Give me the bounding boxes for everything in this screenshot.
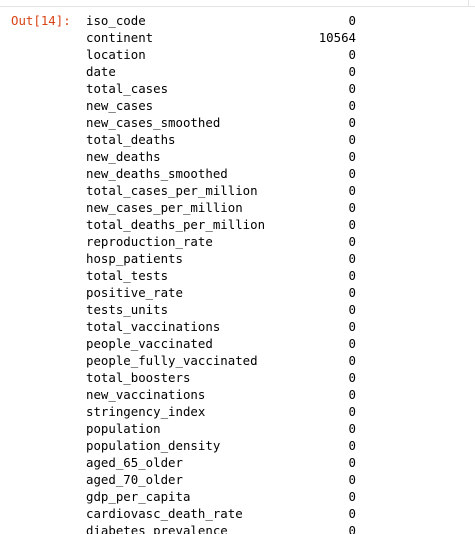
row-label: new_cases (86, 98, 154, 113)
row-label: aged_70_older (86, 472, 183, 487)
row-label: tests_units (86, 302, 169, 317)
row-value: 0 (348, 200, 356, 215)
row-value: 0 (348, 370, 356, 385)
row-value: 0 (348, 285, 356, 300)
row-value: 0 (348, 523, 356, 534)
series-row: new_cases 0 (86, 97, 356, 114)
row-value: 0 (348, 251, 356, 266)
row-label: total_cases (86, 81, 169, 96)
row-label: total_vaccinations (86, 319, 221, 334)
row-value: 0 (348, 421, 356, 436)
row-label: population_density (86, 438, 221, 453)
series-row: population 0 (86, 420, 356, 437)
row-value: 0 (348, 387, 356, 402)
row-value: 0 (348, 149, 356, 164)
row-label: new_deaths_smoothed (86, 166, 228, 181)
series-row: total_cases 0 (86, 80, 356, 97)
row-value: 0 (348, 268, 356, 283)
row-value: 0 (348, 353, 356, 368)
series-row: new_cases_per_million 0 (86, 199, 356, 216)
series-row: people_fully_vaccinated 0 (86, 352, 356, 369)
row-value: 0 (348, 81, 356, 96)
series-row: total_deaths 0 (86, 131, 356, 148)
row-value: 10564 (318, 30, 356, 45)
row-label: diabetes_prevalence (86, 523, 228, 534)
row-label: stringency_index (86, 404, 206, 419)
row-label: location (86, 47, 146, 62)
row-label: new_cases_per_million (86, 200, 243, 215)
row-value: 0 (348, 319, 356, 334)
row-value: 0 (348, 506, 356, 521)
series-row: tests_units 0 (86, 301, 356, 318)
series-row: population_density 0 (86, 437, 356, 454)
row-label: total_cases_per_million (86, 183, 258, 198)
series-row: new_vaccinations 0 (86, 386, 356, 403)
row-value: 0 (348, 115, 356, 130)
row-value: 0 (348, 489, 356, 504)
row-label: people_fully_vaccinated (86, 353, 258, 368)
row-value: 0 (348, 166, 356, 181)
series-row: hosp_patients 0 (86, 250, 356, 267)
row-value: 0 (348, 438, 356, 453)
series-row: new_deaths 0 (86, 148, 356, 165)
row-label: new_deaths (86, 149, 161, 164)
row-value: 0 (348, 132, 356, 147)
row-label: date (86, 64, 116, 79)
series-output: iso_code 0 continent 10564 location 0 date 0 tot… (86, 12, 356, 534)
output-prompt: Out[14]: (11, 13, 71, 28)
series-row: total_cases_per_million 0 (86, 182, 356, 199)
row-label: people_vaccinated (86, 336, 213, 351)
row-value: 0 (348, 336, 356, 351)
series-row: new_cases_smoothed 0 (86, 114, 356, 131)
row-value: 0 (348, 183, 356, 198)
series-row: total_tests 0 (86, 267, 356, 284)
series-row: location 0 (86, 46, 356, 63)
row-label: aged_65_older (86, 455, 183, 470)
row-label: new_cases_smoothed (86, 115, 221, 130)
series-row: stringency_index 0 (86, 403, 356, 420)
series-row: continent 10564 (86, 29, 356, 46)
cell-top-border (0, 0, 475, 7)
row-label: cardiovasc_death_rate (86, 506, 243, 521)
row-value: 0 (348, 472, 356, 487)
series-row: aged_70_older 0 (86, 471, 356, 488)
row-label: reproduction_rate (86, 234, 213, 249)
row-label: gdp_per_capita (86, 489, 191, 504)
row-value: 0 (348, 217, 356, 232)
series-row: iso_code 0 (86, 12, 356, 29)
row-label: total_tests (86, 268, 169, 283)
series-row: cardiovasc_death_rate 0 (86, 505, 356, 522)
row-value: 0 (348, 455, 356, 470)
row-value: 0 (348, 13, 356, 28)
row-value: 0 (348, 64, 356, 79)
row-value: 0 (348, 47, 356, 62)
row-label: hosp_patients (86, 251, 183, 266)
series-row: total_vaccinations 0 (86, 318, 356, 335)
row-label: new_vaccinations (86, 387, 206, 402)
series-row: gdp_per_capita 0 (86, 488, 356, 505)
series-row: total_boosters 0 (86, 369, 356, 386)
row-value: 0 (348, 234, 356, 249)
series-row: people_vaccinated 0 (86, 335, 356, 352)
series-row: aged_65_older 0 (86, 454, 356, 471)
cell-top-border-corner (468, 0, 475, 6)
row-label: iso_code (86, 13, 146, 28)
row-label: positive_rate (86, 285, 183, 300)
row-value: 0 (348, 98, 356, 113)
series-row: diabetes_prevalence 0 (86, 522, 356, 534)
row-value: 0 (348, 302, 356, 317)
row-label: population (86, 421, 161, 436)
series-row: new_deaths_smoothed 0 (86, 165, 356, 182)
series-row: reproduction_rate 0 (86, 233, 356, 250)
row-label: total_deaths_per_million (86, 217, 266, 232)
series-row: date 0 (86, 63, 356, 80)
series-row: total_deaths_per_million 0 (86, 216, 356, 233)
row-label: total_deaths (86, 132, 176, 147)
row-value: 0 (348, 404, 356, 419)
row-label: continent (86, 30, 154, 45)
series-row: positive_rate 0 (86, 284, 356, 301)
row-label: total_boosters (86, 370, 191, 385)
